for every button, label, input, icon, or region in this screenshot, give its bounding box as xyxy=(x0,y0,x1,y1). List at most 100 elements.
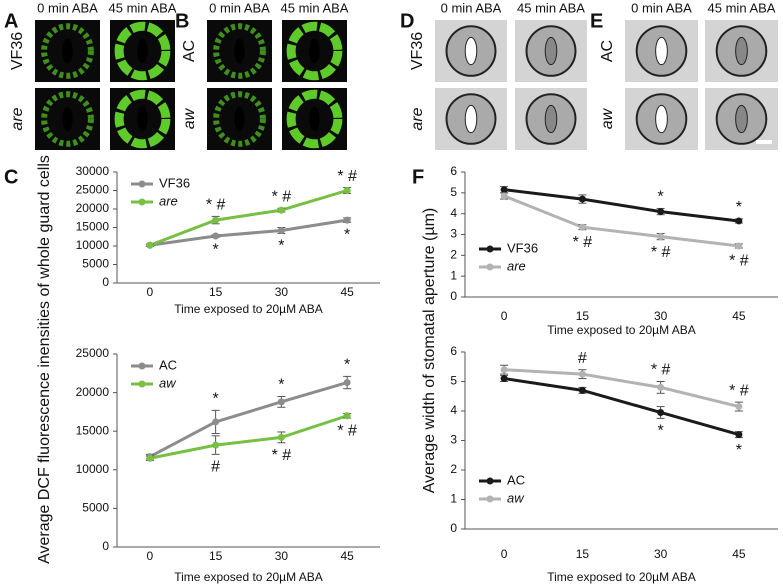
guard-cell xyxy=(286,89,343,149)
y-tick-label: 3 xyxy=(450,433,457,447)
point xyxy=(500,375,508,383)
x-tick-label: 45 xyxy=(732,309,746,323)
pore xyxy=(137,106,148,132)
legend-label: are xyxy=(507,258,526,273)
y-tick-label: 6 xyxy=(450,344,457,358)
guard-cell xyxy=(41,23,94,79)
x-axis-label: Time exposed to 20µM ABA xyxy=(174,570,323,584)
guard-cell xyxy=(41,91,94,147)
legend-label: VF36 xyxy=(159,175,190,190)
y-tick-label: 25000 xyxy=(76,183,110,197)
series-line xyxy=(149,381,348,459)
y-tick-label: 5000 xyxy=(82,257,109,271)
significance-mark: * # xyxy=(206,197,226,214)
significance-mark: * # xyxy=(651,362,671,379)
significance-mark: * # xyxy=(729,382,749,399)
row-label: are xyxy=(9,107,26,130)
panel-letter: A xyxy=(4,10,18,32)
x-axis-label: Time exposed to 20µM ABA xyxy=(547,570,696,584)
y-tick-label: 5 xyxy=(450,374,457,388)
significance-mark: * xyxy=(658,423,664,440)
guard-cell xyxy=(286,21,343,81)
row-label: aw xyxy=(599,107,616,129)
significance-mark: * # xyxy=(272,188,292,205)
legend-marker xyxy=(138,198,146,206)
significance-mark: * xyxy=(658,189,664,206)
point xyxy=(578,195,586,203)
point xyxy=(500,186,508,194)
column-label: 0 min ABA xyxy=(441,0,502,15)
pore xyxy=(234,38,245,64)
y-tick-label: 25000 xyxy=(76,346,110,360)
point xyxy=(146,241,154,249)
panel-letter: B xyxy=(175,10,189,32)
pore xyxy=(62,106,73,132)
panel-letter: D xyxy=(400,10,414,32)
point xyxy=(343,216,351,224)
guard-cell xyxy=(114,21,171,81)
pore xyxy=(655,36,668,66)
point xyxy=(578,370,586,378)
x-axis-label: Time exposed to 20µM ABA xyxy=(547,323,696,337)
pore xyxy=(544,36,558,66)
significance-mark: * # xyxy=(729,252,749,269)
point xyxy=(735,431,743,439)
x-tick-label: 15 xyxy=(576,309,590,323)
x-tick-label: 30 xyxy=(654,309,668,323)
x-tick-label: 45 xyxy=(340,285,354,299)
x-tick-label: 30 xyxy=(275,549,289,563)
significance-mark: # xyxy=(578,350,587,367)
pore xyxy=(735,104,748,134)
panel-letter: F xyxy=(412,166,424,188)
y-tick-label: 6 xyxy=(450,164,457,178)
column-label: 45 min ABA xyxy=(109,0,177,15)
point xyxy=(735,242,743,250)
y-tick-label: 5000 xyxy=(82,501,109,515)
series-line xyxy=(503,194,740,248)
significance-mark: * xyxy=(736,199,742,216)
legend-label: VF36 xyxy=(507,240,538,255)
series-line xyxy=(149,189,348,247)
x-tick-label: 15 xyxy=(576,547,590,561)
series-line xyxy=(503,188,740,223)
y-tick-label: 1 xyxy=(450,268,457,282)
point xyxy=(146,454,154,462)
column-label: 0 min ABA xyxy=(209,0,270,15)
y-tick-label: 3 xyxy=(450,227,457,241)
row-label: AC xyxy=(181,40,198,62)
point xyxy=(578,386,586,394)
x-tick-label: 0 xyxy=(501,309,508,323)
column-label: 45 min ABA xyxy=(281,0,349,15)
point xyxy=(212,232,220,240)
point xyxy=(212,418,220,426)
y-tick-label: 4 xyxy=(450,206,457,220)
point xyxy=(212,441,220,449)
significance-mark: * # xyxy=(337,168,357,185)
y-tick-label: 2 xyxy=(450,462,457,476)
x-tick-label: 15 xyxy=(209,285,223,299)
significance-mark: * xyxy=(344,227,350,244)
y-tick-label: 0 xyxy=(102,539,109,553)
column-label: 45 min ABA xyxy=(517,0,585,15)
point xyxy=(735,217,743,225)
point xyxy=(578,223,586,231)
y-axis-label: Average DCF fluorescence inensities of w… xyxy=(36,155,53,564)
point xyxy=(343,412,351,420)
point xyxy=(500,366,508,374)
significance-mark: * xyxy=(344,357,350,374)
legend-marker xyxy=(486,263,494,271)
significance-mark: * xyxy=(278,238,284,255)
guard-cell xyxy=(114,89,171,149)
legend-label: AC xyxy=(159,357,177,372)
point xyxy=(277,226,285,234)
point xyxy=(500,192,508,200)
legend-marker xyxy=(486,477,494,485)
y-axis-label: Average width of stomatal aperture (µm) xyxy=(421,208,438,494)
x-tick-label: 0 xyxy=(501,547,508,561)
pore xyxy=(309,106,320,132)
significance-mark: * # xyxy=(651,244,671,261)
x-tick-label: 45 xyxy=(340,549,354,563)
legend-marker xyxy=(138,180,146,188)
y-tick-label: 0 xyxy=(102,275,109,289)
